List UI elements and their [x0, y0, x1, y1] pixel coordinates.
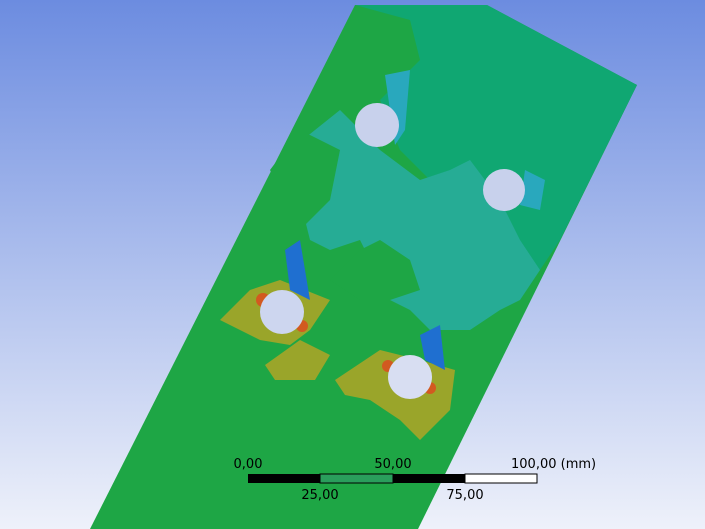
scale-segment	[320, 474, 393, 483]
scale-label: 0,00	[234, 457, 263, 472]
scale-label: 50,00	[374, 457, 411, 472]
hole	[260, 290, 304, 334]
scale-label: 25,00	[301, 488, 338, 503]
scale-segment	[248, 474, 320, 483]
hole	[355, 103, 399, 147]
hole	[388, 355, 432, 399]
scale-segment	[465, 474, 537, 483]
scale-label: 100,00 (mm)	[511, 457, 596, 472]
scale-label: 75,00	[446, 488, 483, 503]
hole	[483, 169, 525, 211]
viewport: 0,00 50,00 100,00 (mm) 25,00 75,00	[0, 0, 705, 529]
scale-segment	[393, 474, 465, 483]
